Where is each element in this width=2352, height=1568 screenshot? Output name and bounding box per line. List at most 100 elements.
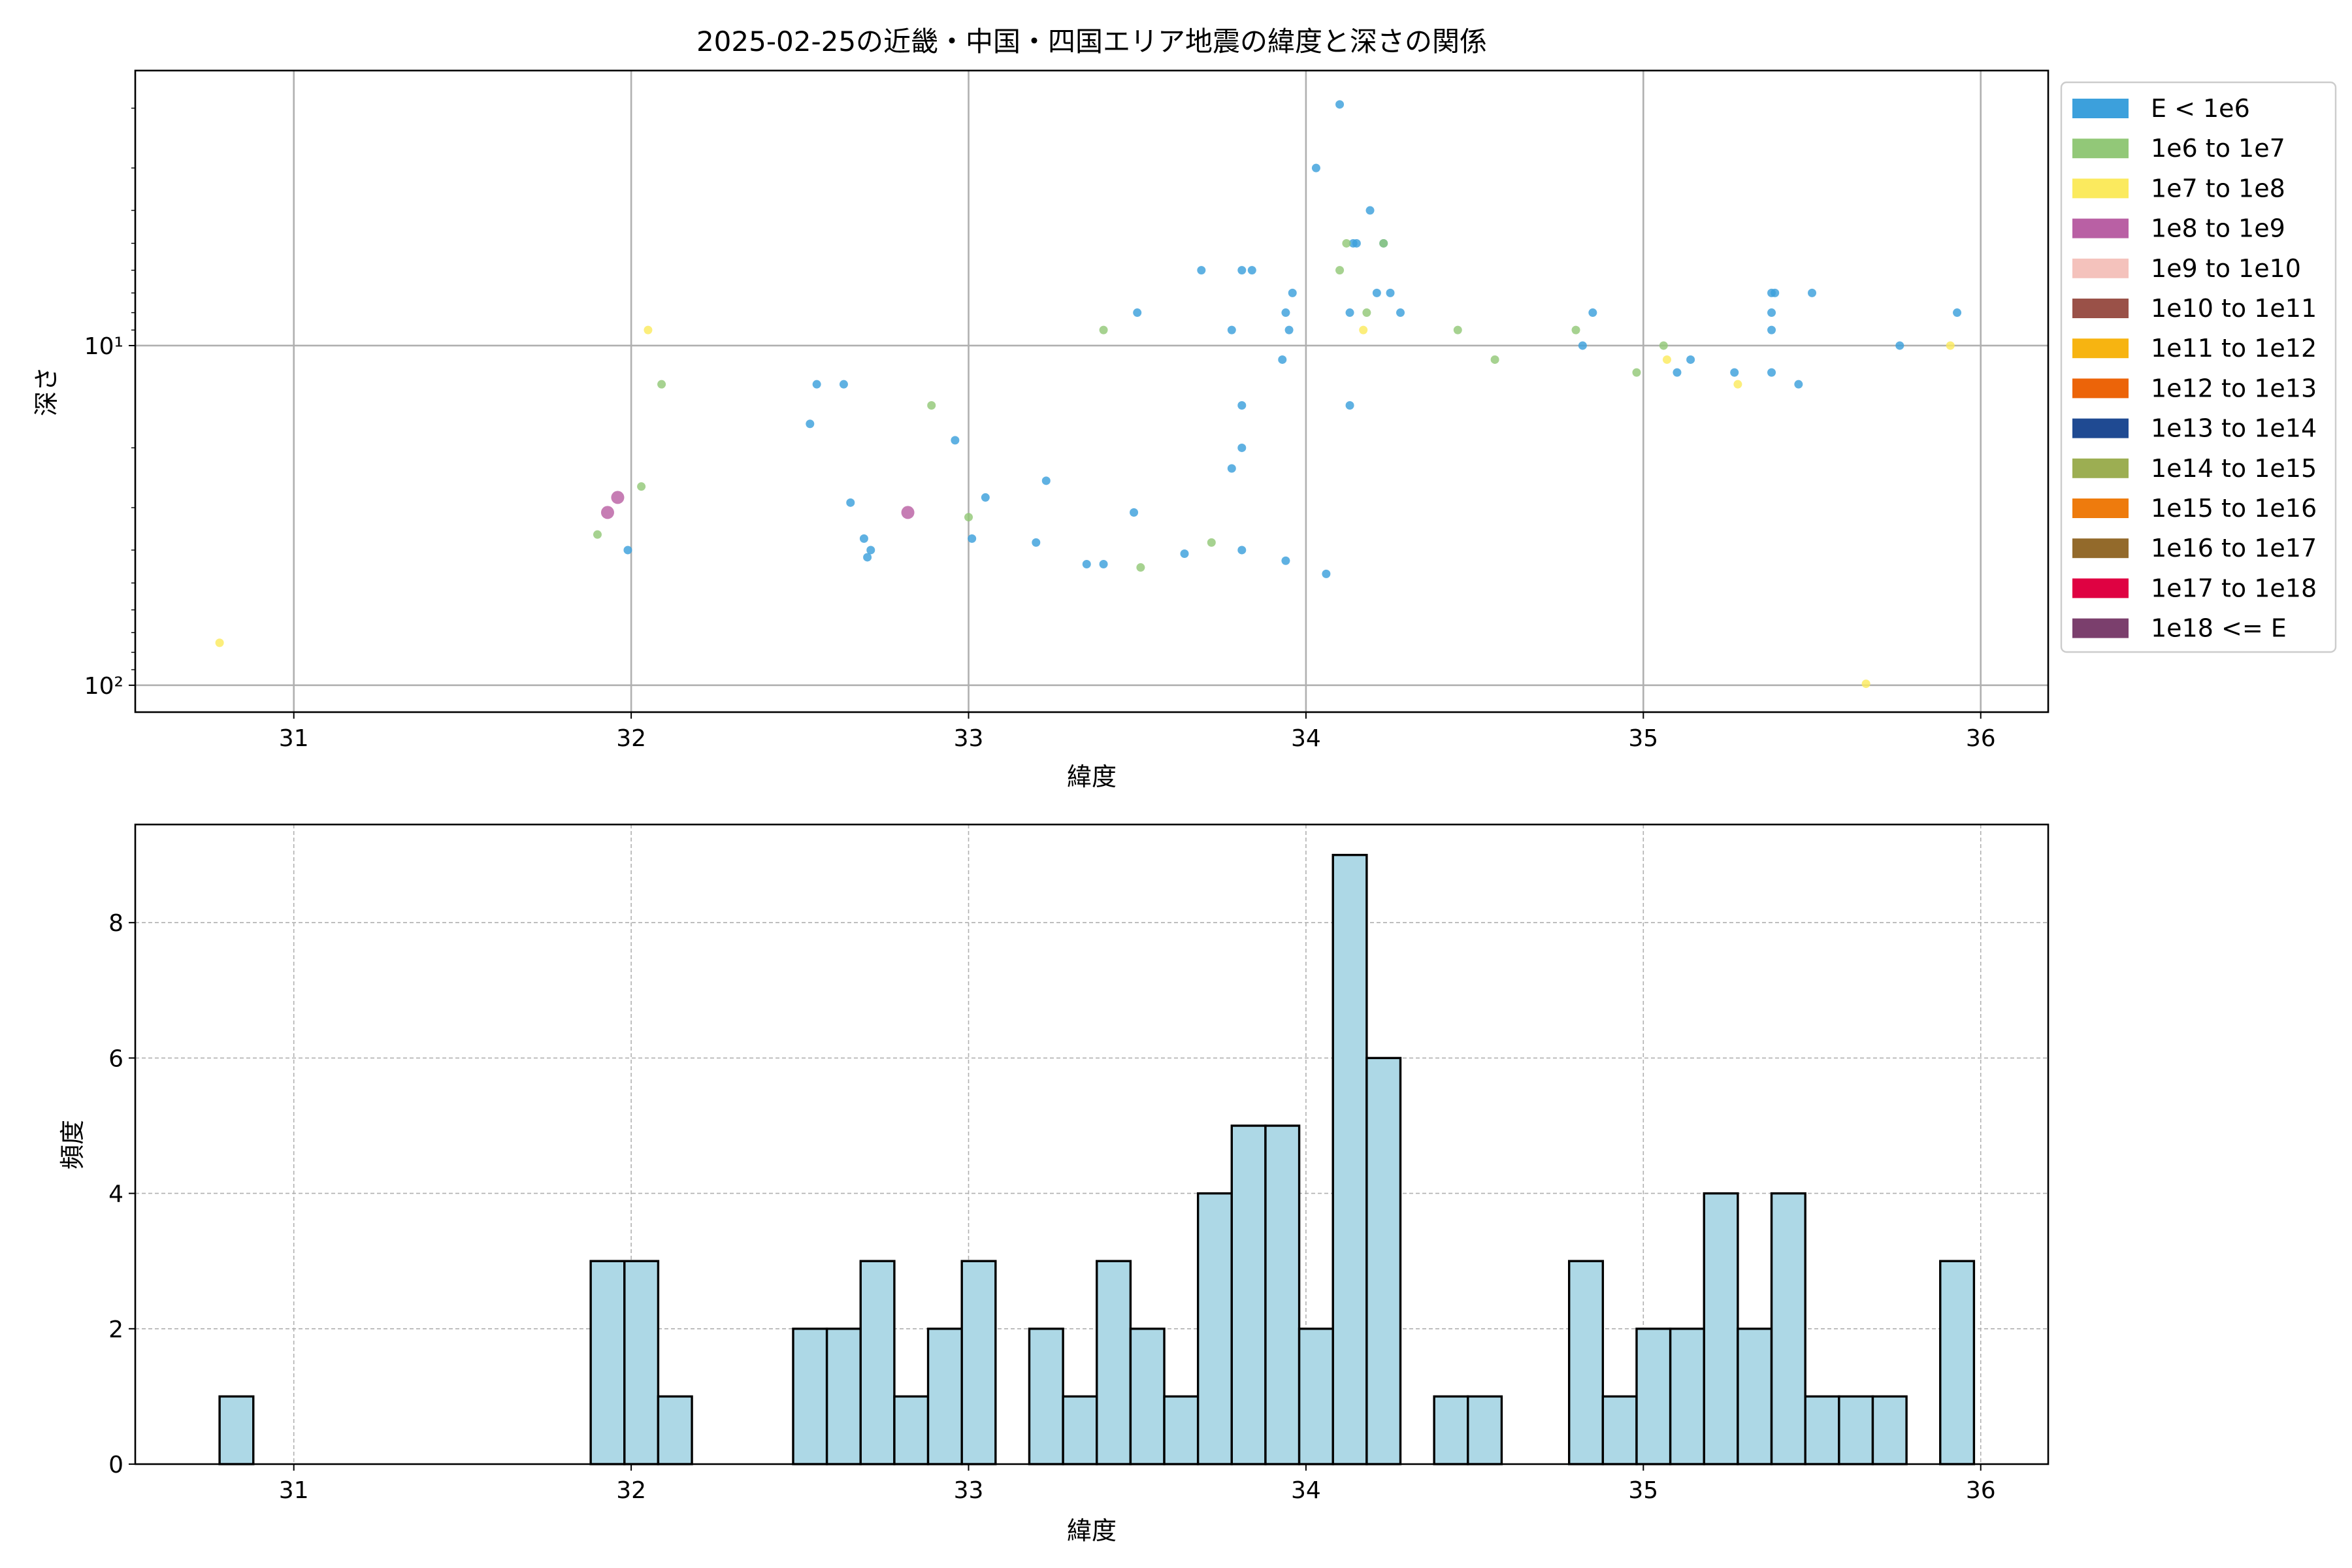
legend-swatch [2072, 99, 2129, 118]
scatter-grid [135, 71, 2048, 712]
histogram-bar [825, 1328, 862, 1465]
scatter-point [1379, 238, 1388, 248]
histogram-bar [1096, 1260, 1132, 1465]
histogram-bar [623, 1260, 660, 1465]
scatter-point [1136, 563, 1145, 572]
legend-swatch [2072, 338, 2129, 359]
legend-label: 1e11 to 1e12 [2151, 334, 2317, 363]
histogram-bar [926, 1328, 963, 1465]
scatter-x-tick-label: 32 [616, 725, 646, 752]
histogram-bar [1230, 1124, 1267, 1465]
histogram-bar [1669, 1328, 1705, 1465]
scatter-point [981, 493, 990, 502]
histogram-x-tick-label: 31 [279, 1477, 309, 1504]
scatter-point [1237, 266, 1247, 275]
scatter-point [1207, 538, 1216, 547]
scatter-x-tick-label: 31 [279, 725, 309, 752]
legend-label: 1e6 to 1e7 [2151, 134, 2285, 163]
scatter-x-tick-label: 35 [1628, 725, 1658, 752]
legend-swatch [2072, 178, 2129, 199]
scatter-point [600, 506, 614, 519]
histogram-bar [1163, 1395, 1200, 1465]
legend-swatch [2072, 218, 2129, 238]
chart-title: 2025-02-25の近畿・中国・四国エリア地震の緯度と深さの関係 [696, 25, 1487, 57]
legend-label: 1e15 to 1e16 [2151, 494, 2317, 523]
scatter-point [1662, 355, 1671, 364]
histogram-bar [1028, 1328, 1064, 1465]
scatter-chart: 31 32 33 34 35 36 10¹ 10² 2025-02-25の近畿・中国・四国エリ… [32, 25, 2337, 791]
scatter-x-tick-label: 36 [1966, 725, 1996, 752]
histogram-bar [1804, 1395, 1840, 1465]
scatter-point [1284, 325, 1294, 335]
histogram-bar [1635, 1328, 1672, 1465]
scatter-y-tick-label: 10¹ [84, 333, 123, 360]
scatter-point [1288, 288, 1297, 297]
scatter-point [1730, 368, 1739, 377]
scatter-point [1345, 308, 1354, 318]
legend-swatch [2072, 618, 2129, 638]
legend-label: 1e16 to 1e17 [2151, 534, 2317, 563]
scatter-point [1571, 325, 1580, 335]
scatter-points [215, 100, 1962, 689]
scatter-point [1895, 341, 1904, 350]
scatter-point [1180, 549, 1189, 559]
scatter-point [1359, 325, 1368, 335]
scatter-point [1237, 546, 1247, 555]
histogram-bar [1838, 1395, 1874, 1465]
scatter-point [1632, 368, 1641, 377]
histogram-x-tick-label: 36 [1966, 1477, 1996, 1504]
histogram-y-tick-label: 0 [108, 1452, 123, 1478]
scatter-point [1946, 341, 1955, 350]
legend-label: 1e14 to 1e15 [2151, 454, 2317, 483]
scatter-point [644, 325, 653, 335]
legend-box [2060, 81, 2337, 653]
histogram-x-axis-label: 緯度 [1067, 1516, 1117, 1545]
histogram-y-tick-label: 6 [108, 1045, 123, 1072]
scatter-point [863, 553, 872, 562]
histogram-bar [1331, 853, 1368, 1465]
legend-items: E < 1e6 1e6 to 1e7 1e7 to 1e8 1e8 to 1e9 1e9… [2072, 94, 2317, 643]
scatter-point [1281, 556, 1290, 565]
histogram-bar [1737, 1328, 1773, 1465]
histogram-bar [792, 1328, 828, 1465]
legend-label: 1e18 <= E [2151, 614, 2287, 643]
scatter-point [846, 498, 855, 507]
histogram-bar [1298, 1328, 1334, 1465]
scatter-point [1490, 355, 1499, 364]
scatter-point [1808, 288, 1817, 297]
histogram-bar [1939, 1260, 1976, 1465]
scatter-x-tick-label: 33 [954, 725, 984, 752]
scatter-point [1386, 288, 1395, 297]
histogram-bar [960, 1260, 997, 1465]
scatter-point [1041, 476, 1051, 485]
legend-swatch [2072, 258, 2129, 278]
scatter-point [1372, 288, 1381, 297]
legend-label: 1e12 to 1e13 [2151, 374, 2317, 402]
scatter-point [623, 546, 632, 555]
scatter-point [1659, 341, 1668, 350]
legend-swatch [2072, 299, 2129, 318]
scatter-point [964, 513, 973, 522]
scatter-point [901, 506, 915, 519]
scatter-point [1767, 308, 1776, 318]
histogram-bars [218, 853, 1976, 1465]
scatter-point [951, 436, 960, 445]
scatter-point [1322, 569, 1331, 578]
scatter-plot-frame [134, 69, 2050, 713]
histogram-ticks: 31 32 33 34 35 36 0 2 4 6 8 [108, 910, 1996, 1504]
histogram-bar [1129, 1328, 1166, 1465]
scatter-point [927, 400, 936, 410]
histogram-y-tick-label: 2 [108, 1316, 123, 1343]
legend-label: E < 1e6 [2151, 94, 2250, 123]
scatter-ticks: 31 32 33 34 35 36 10¹ 10² [84, 107, 1996, 752]
legend-label: 1e10 to 1e11 [2151, 294, 2317, 323]
scatter-point [1099, 325, 1108, 335]
histogram-bar [589, 1260, 626, 1465]
scatter-point [1345, 400, 1354, 410]
legend-swatch [2072, 498, 2129, 518]
histogram-chart: 31 32 33 34 35 36 0 2 4 6 8 緯度 頻度 [58, 823, 2050, 1545]
scatter-point [806, 419, 815, 429]
scatter-point [1767, 325, 1776, 335]
scatter-point [1278, 355, 1287, 364]
scatter-point [1953, 308, 1962, 318]
